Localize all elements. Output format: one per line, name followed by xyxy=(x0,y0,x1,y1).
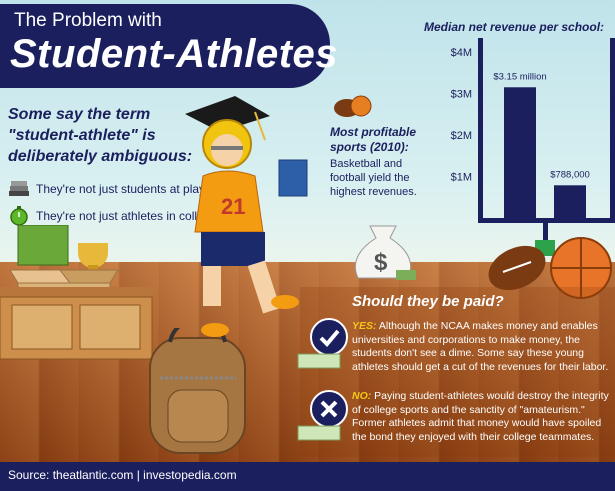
backpack-illustration xyxy=(149,328,246,454)
check-icon xyxy=(310,318,348,356)
sports-balls-icon xyxy=(334,95,372,117)
y-tick-label: $2M xyxy=(451,130,472,142)
jersey-number: 21 xyxy=(221,194,245,219)
intro-text: Some say the term "student-athlete" is d… xyxy=(8,106,193,165)
stopwatch-icon xyxy=(10,206,28,226)
shorts xyxy=(201,232,265,266)
bullet-students: They're not just students at play xyxy=(8,180,205,198)
cross-icon xyxy=(310,390,348,428)
desk xyxy=(0,287,160,360)
no-opinion: NO: Paying student-athletes would destro… xyxy=(352,390,612,444)
chart-title: Median net revenue per school: xyxy=(424,20,605,34)
debate-panel xyxy=(300,287,615,457)
yes-text: Although the NCAA makes money and enable… xyxy=(352,320,609,373)
cash-icon xyxy=(297,425,341,441)
desk-illustration xyxy=(0,225,160,360)
bar-value-label: $3.15 million xyxy=(493,71,546,82)
no-label: NO: xyxy=(352,390,372,402)
y-tick-label: $1M xyxy=(451,172,472,184)
page-title: Student-Athletes xyxy=(10,32,338,76)
bar xyxy=(554,185,586,218)
y-tick-label: $3M xyxy=(451,89,472,101)
yes-label: YES: xyxy=(352,320,377,332)
yes-opinion: YES: Although the NCAA makes money and e… xyxy=(352,320,612,374)
profitable-sports-title: Most profitable sports (2010): xyxy=(330,125,416,154)
bullet-text: They're not just students at play xyxy=(36,182,206,196)
money-bag-icon: $ xyxy=(354,225,416,280)
paid-question: Should they be paid? xyxy=(352,293,504,310)
source-text: Source: theatlantic.com | investopedia.c… xyxy=(8,468,237,482)
bar-value-label: $788,000 xyxy=(550,169,590,180)
bullet-athletes: They're not just athletes in college xyxy=(8,205,217,227)
balls-illustration xyxy=(488,237,612,299)
footer-bar xyxy=(0,462,615,491)
no-text: Paying student-athletes would destroy th… xyxy=(352,390,609,443)
svg-text:$: $ xyxy=(374,249,388,276)
graduation-cap-icon xyxy=(185,96,270,141)
title-small: The Problem with xyxy=(14,10,162,31)
student-athlete-illustration: 21 xyxy=(185,96,308,337)
profitable-sports-body: Basketball and football yield the highes… xyxy=(330,158,417,198)
title-band xyxy=(0,4,330,88)
field-sign xyxy=(17,225,69,266)
y-tick-label: $4M xyxy=(451,47,472,59)
bar xyxy=(504,87,536,219)
jersey xyxy=(194,170,264,233)
books-icon xyxy=(9,181,29,196)
cash-icon xyxy=(297,353,341,369)
bullet-text: They're not just athletes in college xyxy=(36,209,218,223)
books-held xyxy=(278,159,308,197)
revenue-chart: $1M $2M $3M $4M $3.15 million $788,000 xyxy=(451,38,615,256)
